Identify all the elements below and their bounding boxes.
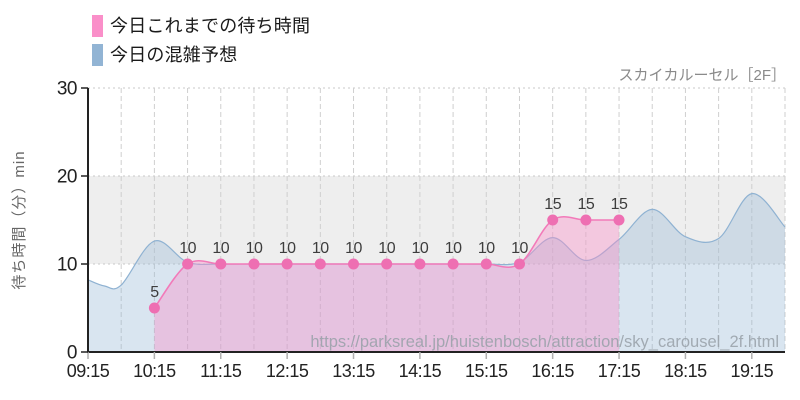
watermark-url: https://parksreal.jp/huistenbosch/attrac… <box>310 333 779 351</box>
x-tick-label: 15:15 <box>465 361 508 381</box>
data-point[interactable] <box>480 258 492 270</box>
data-point[interactable] <box>414 258 426 270</box>
legend-item-actual-wait[interactable]: 今日これまでの待ち時間 <box>92 14 310 38</box>
data-point[interactable] <box>547 214 559 226</box>
x-tick-label: 17:15 <box>598 361 641 381</box>
data-point-label: 10 <box>445 240 462 257</box>
data-point-label: 10 <box>412 240 429 257</box>
data-point-label: 15 <box>578 196 595 213</box>
data-point[interactable] <box>580 214 592 226</box>
data-point-label: 10 <box>246 240 263 257</box>
data-point[interactable] <box>248 258 260 270</box>
data-point-label: 15 <box>611 196 628 213</box>
data-point[interactable] <box>514 258 525 270</box>
x-tick-label: 14:15 <box>399 361 442 381</box>
x-axis-tick-labels: 09:15 10:15 11:15 12:15 13:15 14:15 15:15 16:15… <box>67 361 774 381</box>
x-tick-label: 19:15 <box>731 361 774 381</box>
data-point[interactable] <box>447 258 459 270</box>
data-point-label: 10 <box>511 240 528 257</box>
data-point-markers <box>148 214 625 314</box>
x-tick-label: 09:15 <box>67 361 110 381</box>
data-point[interactable] <box>314 258 326 270</box>
x-axis-ticks <box>87 352 753 359</box>
data-point[interactable] <box>281 258 293 270</box>
vertical-gridlines <box>120 88 786 352</box>
x-tick-label: 16:15 <box>531 361 574 381</box>
x-tick-label: 18:15 <box>664 361 707 381</box>
data-point[interactable] <box>381 258 393 270</box>
legend-item-forecast[interactable]: 今日の混雑予想 <box>92 43 310 67</box>
y-tick-label: 30 <box>57 79 77 100</box>
data-point-labels: 5 10 10 10 10 10 10 10 10 10 10 10 15 15 15 <box>150 196 628 301</box>
data-point-label: 10 <box>279 240 296 257</box>
data-point-label: 10 <box>378 240 395 257</box>
legend-swatch-blue <box>92 44 103 66</box>
data-point[interactable] <box>613 214 625 226</box>
data-point[interactable] <box>215 258 227 270</box>
chart-title: スカイカルーセル［2F］ <box>618 67 786 84</box>
data-point-label: 10 <box>345 240 362 257</box>
y-tick-label: 10 <box>57 255 77 276</box>
data-point[interactable] <box>348 258 359 270</box>
y-axis-title: 待ち時間（分）min <box>11 150 28 289</box>
background-bands <box>88 176 785 264</box>
data-point-label: 10 <box>179 240 196 257</box>
data-point[interactable] <box>148 302 160 314</box>
axes <box>87 88 785 353</box>
legend-label-forecast: 今日の混雑予想 <box>110 45 238 65</box>
data-point-label: 5 <box>150 284 159 301</box>
data-point[interactable] <box>182 258 194 270</box>
y-tick-label: 0 <box>67 343 77 364</box>
x-tick-label: 11:15 <box>200 361 242 381</box>
legend-label-actual-wait: 今日これまでの待ち時間 <box>110 16 311 36</box>
data-point-label: 15 <box>544 196 561 213</box>
data-point-label: 10 <box>478 240 495 257</box>
x-tick-label: 13:15 <box>332 361 375 381</box>
chart-legend: 今日これまでの待ち時間 今日の混雑予想 <box>92 14 310 67</box>
x-tick-label: 10:15 <box>133 361 176 381</box>
legend-swatch-pink <box>92 15 103 37</box>
y-axis-ticks <box>81 87 88 353</box>
data-point-label: 10 <box>212 240 229 257</box>
y-axis-tick-labels: 0 10 20 30 <box>57 79 78 364</box>
x-tick-label: 12:15 <box>266 361 309 381</box>
data-point-label: 10 <box>312 240 329 257</box>
y-tick-label: 20 <box>57 167 77 188</box>
